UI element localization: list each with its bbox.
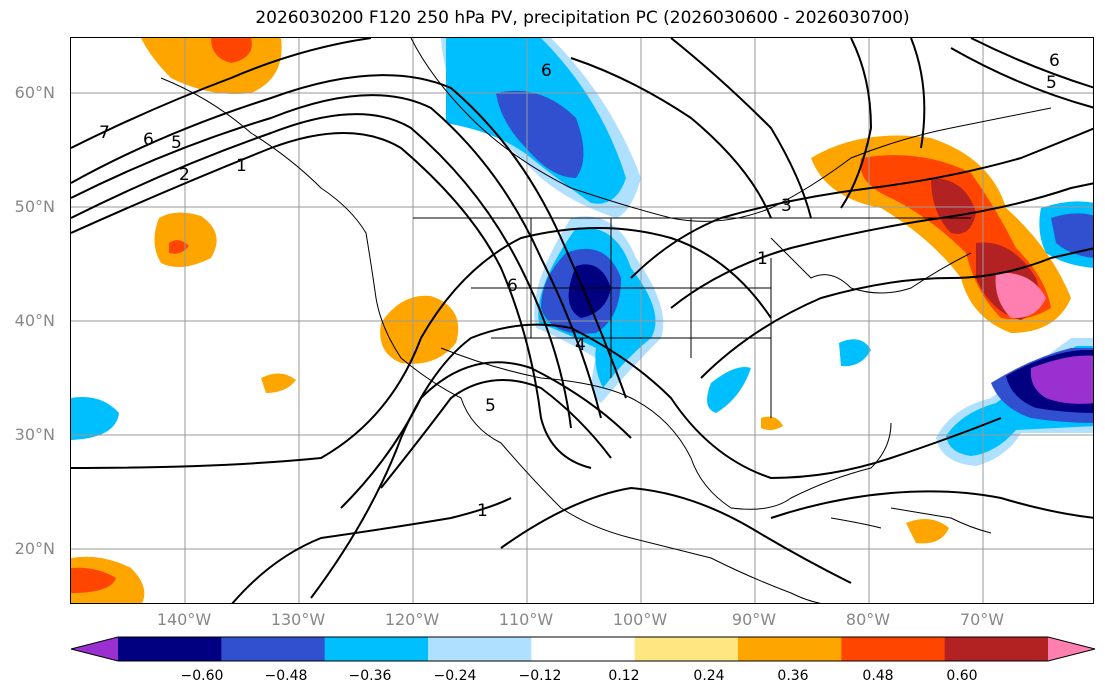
pv-contours (71, 38, 1093, 603)
lon-label: 90°W (731, 610, 777, 629)
lon-label: 100°W (612, 610, 668, 629)
colorbar-tick-label: −0.36 (348, 668, 392, 684)
colorbar-extend-high (1048, 637, 1095, 661)
gridlines (71, 38, 1093, 603)
colorbar-tick-label: −0.48 (264, 668, 308, 684)
contour-label: 1 (236, 156, 247, 176)
coastlines (160, 38, 1052, 603)
lat-label: 30°N (14, 425, 55, 444)
lat-label: 20°N (14, 539, 55, 558)
contour-label: 6 (1049, 51, 1060, 71)
contour-label: 3 (781, 196, 792, 216)
contour-label: 5 (485, 396, 496, 416)
lon-label: 70°W (959, 610, 1005, 629)
colorbar-cells (71, 637, 1095, 661)
colorbar-tick-label: 0.48 (862, 668, 894, 684)
precip-shading (71, 38, 1093, 603)
contour-label: 6 (143, 130, 154, 150)
colorbar-tick-label: 0.60 (946, 668, 978, 684)
colorbar-extend-low (71, 637, 118, 661)
colorbar-cell (221, 637, 326, 661)
contour-label: 1 (757, 249, 768, 269)
contour-label: 5 (1046, 73, 1057, 93)
colorbar-cell (634, 637, 739, 661)
colorbar-tick-label: 0.24 (693, 668, 725, 684)
contour-label: 6 (507, 276, 518, 296)
contour-label: 6 (541, 61, 552, 81)
contour-label: 2 (179, 165, 190, 185)
map-title: 2026030200 F120 250 hPa PV, precipitatio… (255, 8, 910, 28)
colorbar-tick-label: 0.36 (777, 668, 809, 684)
contour-label-group: 7 6 5 2 1 6 6 5 1 3 6 5 4 1 (99, 51, 1060, 521)
contour-label: 1 (477, 501, 488, 521)
contour-label: 4 (575, 335, 586, 355)
colorbar-cell (944, 637, 1049, 661)
colorbar-cell (531, 637, 636, 661)
colorbar-cell (118, 637, 222, 661)
colorbar-tick-label: −0.60 (180, 668, 224, 684)
colorbar (70, 636, 1096, 662)
colorbar-cell (324, 637, 429, 661)
colorbar-cell (738, 637, 842, 661)
lat-label: 60°N (14, 83, 55, 102)
contour-label: 5 (171, 133, 182, 153)
lon-label: 80°W (845, 610, 891, 629)
lon-label: 130°W (270, 610, 326, 629)
colorbar-tick-label: 0.12 (608, 668, 640, 684)
colorbar-tick-label: −0.24 (433, 668, 477, 684)
lat-label: 50°N (14, 197, 55, 216)
lon-label: 110°W (498, 610, 554, 629)
lon-label: 120°W (384, 610, 440, 629)
colorbar-cell (428, 637, 532, 661)
lat-label: 40°N (14, 311, 55, 330)
lon-label: 140°W (156, 610, 212, 629)
map-svg: 7 6 5 2 1 6 6 5 1 3 6 5 4 1 (71, 38, 1093, 603)
contour-label: 7 (99, 123, 110, 143)
colorbar-cell (841, 637, 946, 661)
colorbar-tick-label: −0.12 (518, 668, 562, 684)
map-panel: 7 6 5 2 1 6 6 5 1 3 6 5 4 1 (70, 37, 1094, 604)
